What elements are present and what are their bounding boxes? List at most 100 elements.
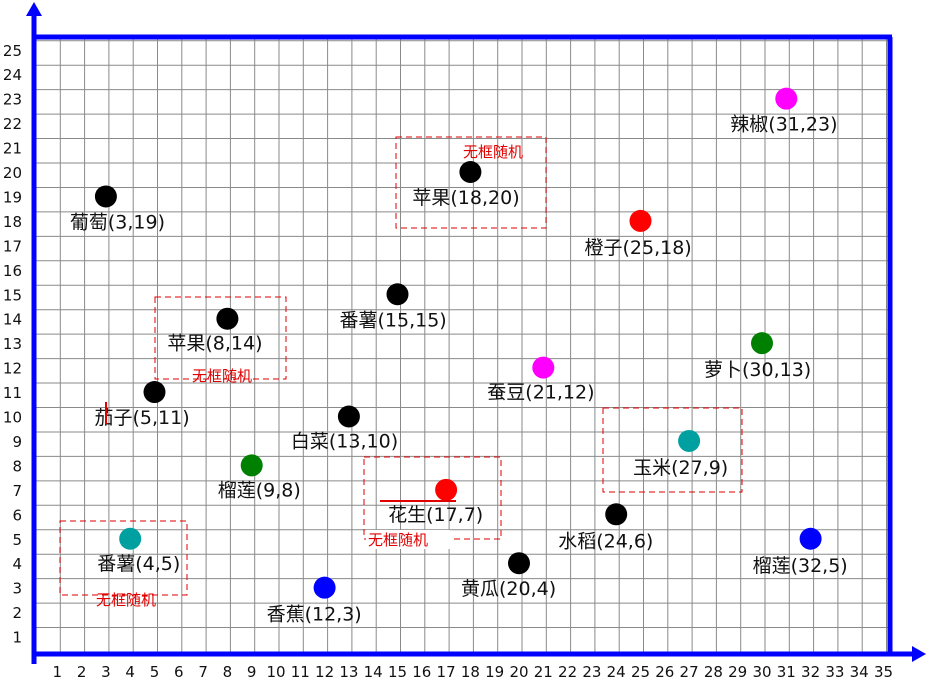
x-tick-label: 12 [315,663,334,681]
y-axis-ticks: 1234567891011121314151617181920212223242… [3,42,22,647]
point-label: 榴莲(9,8) [218,479,301,501]
y-tick-label: 4 [12,555,22,573]
data-point [313,576,336,599]
y-tick-label: 17 [3,237,22,255]
x-tick-label: 8 [223,663,233,681]
y-tick-label: 20 [3,164,22,182]
point-label: 蚕豆(21,12) [487,382,594,404]
x-tick-label: 10 [266,663,285,681]
data-point [240,454,263,477]
data-point [143,381,166,404]
data-point [459,161,482,183]
x-tick-label: 20 [509,663,528,681]
point-label: 花生(17,7) [388,504,483,526]
y-tick-label: 6 [12,506,22,524]
point-label: 苹果(8,14) [167,333,262,355]
point-label: 苹果(18,20) [412,187,519,209]
x-tick-label: 5 [150,663,160,681]
annotation-box [602,407,743,493]
x-axis-arrow [912,646,926,662]
x-tick-label: 30 [752,663,771,681]
point-label: 榴莲(32,5) [753,555,848,577]
x-tick-label: 21 [534,663,553,681]
x-tick-label: 9 [247,663,257,681]
y-tick-label: 22 [3,115,22,133]
y-tick-label: 12 [3,360,22,378]
annotation-text: 无框随机 [368,531,428,549]
data-point [508,552,530,575]
y-tick-label: 7 [12,482,22,500]
annotation-text-backdrop [366,530,450,549]
x-tick-label: 14 [364,663,383,681]
x-tick-label: 1 [53,663,63,681]
data-point [532,356,555,379]
data-points [94,87,822,599]
x-tick-label: 16 [412,663,431,681]
data-point [216,307,239,330]
y-tick-label: 10 [3,409,22,427]
data-point [629,209,652,232]
annotation-box [395,136,547,229]
data-point [337,405,360,428]
x-tick-label: 24 [607,663,626,681]
point-label: 辣椒(31,23) [730,114,837,136]
grid-lines [35,38,890,653]
x-tick-label: 35 [874,663,893,681]
data-point [119,527,142,550]
y-tick-label: 16 [3,262,22,280]
x-tick-label: 27 [680,663,699,681]
y-tick-label: 9 [12,433,22,451]
point-label: 番薯(4,5) [97,553,180,575]
x-tick-label: 3 [101,663,111,681]
data-point [678,429,701,452]
y-axis-arrow [26,2,42,16]
point-label: 水稻(24,6) [558,530,653,552]
y-tick-label: 1 [12,629,22,647]
y-tick-label: 14 [3,311,22,329]
y-tick-label: 13 [3,335,22,353]
axes [26,2,926,664]
x-tick-label: 33 [825,663,844,681]
x-tick-label: 11 [291,663,310,681]
point-label: 玉米(27,9) [633,457,728,479]
point-label: 香蕉(12,3) [267,604,362,626]
y-tick-label: 8 [12,457,22,475]
x-tick-label: 6 [174,663,184,681]
x-tick-label: 29 [728,663,747,681]
data-point [775,87,798,110]
point-label: 橙子(25,18) [585,237,692,259]
data-point [435,478,458,501]
y-tick-label: 18 [3,213,22,231]
x-tick-label: 17 [437,663,456,681]
point-label: 葡萄(3,19) [70,211,165,233]
x-tick-label: 22 [558,663,577,681]
point-label: 萝卜(30,13) [704,359,811,381]
point-label: 茄子(5,11) [95,407,190,429]
point-label: 白菜(13,10) [291,431,398,453]
x-tick-label: 28 [704,663,723,681]
x-tick-label: 31 [777,663,796,681]
x-tick-label: 13 [339,663,358,681]
x-tick-label: 18 [461,663,480,681]
y-tick-label: 23 [3,91,22,109]
data-point [94,185,117,208]
x-tick-label: 19 [485,663,504,681]
x-tick-label: 25 [631,663,650,681]
x-tick-label: 4 [125,663,135,681]
x-tick-label: 15 [388,663,407,681]
data-point [605,503,628,526]
x-tick-label: 34 [850,663,869,681]
y-tick-label: 19 [3,188,22,206]
point-label: 番薯(15,15) [340,309,447,331]
y-tick-label: 5 [12,531,22,549]
annotation-text: 无框随机 [192,367,252,385]
y-tick-label: 15 [3,286,22,304]
point-labels: 葡萄(3,19) 苹果(8,14) 茄子(5,11) 榴莲(9,8) 番薯(4,5) 香蕉… [70,114,848,626]
y-tick-label: 25 [3,42,22,60]
y-tick-label: 3 [12,580,22,598]
y-tick-label: 21 [3,140,22,158]
annotation-box [363,456,502,540]
